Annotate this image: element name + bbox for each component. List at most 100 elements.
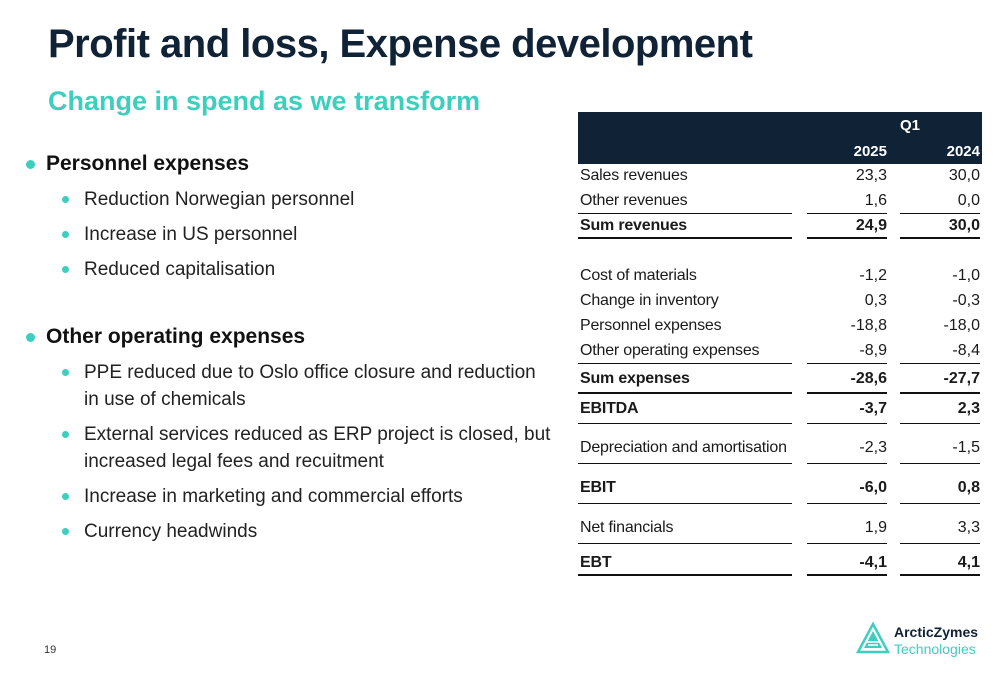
value-2025: -2,3	[859, 439, 887, 456]
sub-bullet-text: Reduction Norwegian personnel	[84, 189, 355, 210]
bullet-dot-icon	[62, 196, 69, 203]
table-row: Other revenues 1,6 0,0	[578, 189, 982, 214]
table-rule	[578, 213, 792, 214]
sub-bullet-text: Currency headwinds	[84, 521, 258, 542]
company-logo: ArcticZymes Technologies	[856, 622, 986, 662]
logo-mark-icon	[856, 622, 890, 654]
row-label: Sum revenues	[580, 217, 687, 234]
table-row: Personnel expenses -18,8 -18,0	[578, 314, 982, 339]
table-rule	[807, 503, 887, 504]
bullet-label: Other operating expenses	[46, 325, 306, 348]
sub-bullet: External services reduced as ERP project…	[24, 421, 554, 475]
value-2025: 23,3	[855, 167, 887, 184]
sub-bullet-text: Reduced capitalisation	[84, 259, 276, 280]
table-header: Q1 2025 2024	[578, 112, 982, 164]
row-label: Depreciation and amortisation	[580, 439, 787, 456]
table-body: Sales revenues 23,3 30,0 Other revenues 1,6 0…	[578, 164, 982, 576]
sub-bullet-text: Increase in marketing and commercial eff…	[84, 486, 463, 507]
value-2024: 30,0	[948, 217, 980, 234]
table-rule	[900, 237, 980, 239]
sub-bullet: Increase in US personnel	[24, 221, 554, 248]
value-2025: -8,9	[859, 342, 887, 359]
table-rule	[900, 363, 980, 364]
table-rule	[900, 423, 980, 424]
sub-bullet: Reduced capitalisation	[24, 256, 554, 283]
bullet-personnel: Personnel expenses	[24, 150, 554, 178]
value-2024: -1,5	[952, 439, 980, 456]
row-label: EBITDA	[580, 400, 639, 417]
table-rule	[900, 503, 980, 504]
value-2024: -27,7	[943, 370, 980, 387]
value-2024: -1,0	[952, 267, 980, 284]
value-2024: 30,0	[948, 167, 980, 184]
value-2025: 0,3	[864, 292, 887, 309]
table-rule	[578, 237, 792, 239]
value-2025: -4,1	[859, 554, 887, 571]
value-2025: -6,0	[859, 479, 887, 496]
col-2024-header: 2024	[946, 143, 980, 160]
bullet-dot-icon	[62, 231, 69, 238]
row-label: Cost of materials	[580, 267, 697, 284]
logo-text-line1: ArcticZymes	[894, 624, 979, 640]
sub-bullet: Currency headwinds	[24, 518, 554, 545]
page-subtitle: Change in spend as we transform	[48, 86, 481, 116]
table-rule	[807, 463, 887, 464]
sub-bullet-text: PPE reduced due to Oslo office closure a…	[84, 362, 536, 410]
table-rule	[807, 574, 887, 576]
value-2024: -8,4	[952, 342, 980, 359]
table-row: Net financials 1,9 3,3	[578, 512, 982, 544]
table-row: Change in inventory 0,3 -0,3	[578, 289, 982, 314]
table-rule	[900, 392, 980, 394]
table-rule	[578, 392, 792, 394]
table-rule	[807, 423, 887, 424]
bullet-dot-icon	[62, 493, 69, 500]
pl-table: Q1 2025 2024 Sales revenues 23,3 30,0 Other…	[578, 112, 982, 576]
bullet-dot-icon	[62, 266, 69, 273]
table-row: Sum revenues 24,9 30,0	[578, 214, 982, 239]
table-row: Sales revenues 23,3 30,0	[578, 164, 982, 189]
value-2025: 24,9	[855, 217, 887, 234]
row-label: Net financials	[580, 519, 674, 536]
page-title: Profit and loss, Expense development	[48, 22, 753, 66]
table-rule	[807, 363, 887, 364]
table-rule	[578, 574, 792, 576]
value-2024: -18,0	[943, 317, 980, 334]
page-number: 19	[44, 644, 57, 656]
table-rule	[578, 543, 792, 544]
table-rule	[900, 543, 980, 544]
row-label: Sales revenues	[580, 167, 688, 184]
value-2025: 1,9	[864, 519, 887, 536]
bullet-dot-icon	[26, 333, 35, 342]
table-rule	[807, 213, 887, 214]
table-row: EBITDA -3,7 2,3	[578, 394, 982, 424]
table-row: EBIT -6,0 0,8	[578, 472, 982, 504]
table-rule	[900, 213, 980, 214]
row-label: Change in inventory	[580, 292, 719, 309]
table-rule	[807, 543, 887, 544]
table-rule	[578, 463, 792, 464]
col-2025-header: 2025	[853, 143, 887, 160]
row-label: Personnel expenses	[580, 317, 722, 334]
table-rule	[807, 237, 887, 239]
value-2024: 4,1	[957, 554, 980, 571]
value-2024: 0,8	[957, 479, 980, 496]
bullet-dot-icon	[62, 431, 69, 438]
sub-bullet: Reduction Norwegian personnel	[24, 186, 554, 213]
period-header: Q1	[899, 117, 920, 134]
row-label: EBIT	[580, 479, 616, 496]
sub-bullet-text: Increase in US personnel	[84, 224, 298, 245]
bullet-dot-icon	[62, 528, 69, 535]
value-2025: -1,2	[859, 267, 887, 284]
table-row: Depreciation and amortisation -2,3 -1,5	[578, 432, 982, 464]
bullet-label: Personnel expenses	[46, 152, 250, 175]
value-2025: -28,6	[850, 370, 887, 387]
row-label: Sum expenses	[580, 370, 690, 387]
value-2025: -3,7	[859, 400, 887, 417]
row-label: Other revenues	[580, 192, 688, 209]
sub-bullet-text: External services reduced as ERP project…	[84, 424, 551, 472]
value-2024: 0,0	[957, 192, 980, 209]
value-2024: 3,3	[957, 519, 980, 536]
table-row: Sum expenses -28,6 -27,7	[578, 364, 982, 394]
logo-text-line2: Technologies	[894, 641, 976, 657]
table-row: EBT -4,1 4,1	[578, 550, 982, 576]
